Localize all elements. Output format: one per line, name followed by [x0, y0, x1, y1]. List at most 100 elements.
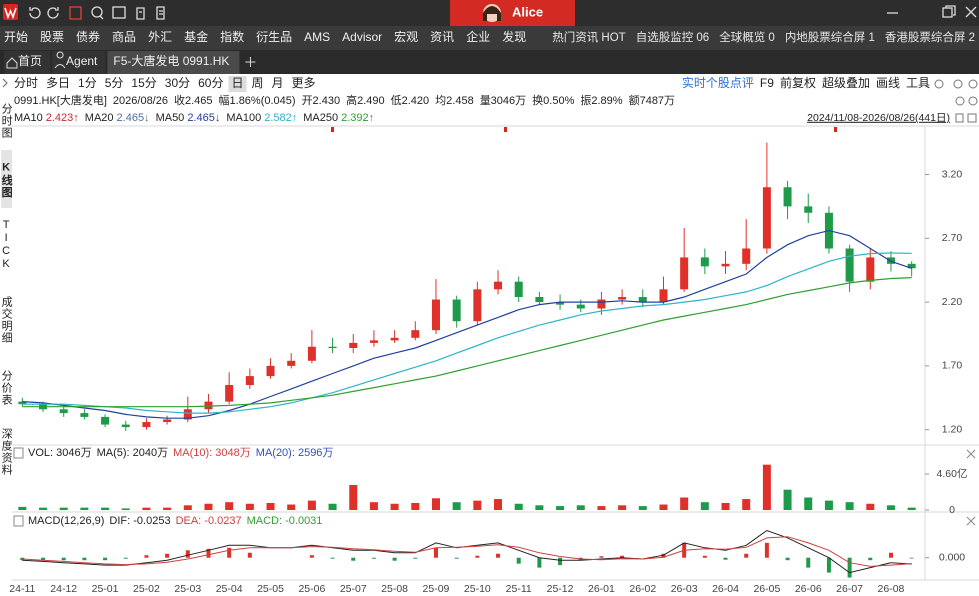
menu-item[interactable]: 宏观: [394, 29, 418, 44]
expand-arrow[interactable]: [2, 78, 8, 88]
menu-item[interactable]: 商品: [112, 29, 136, 44]
menu-right-item[interactable]: 热门资讯 HOT: [552, 30, 625, 44]
menu-item[interactable]: 基金: [184, 29, 208, 44]
period-button[interactable]: 月: [272, 76, 284, 90]
sidebar-tab[interactable]: 分时图: [0, 103, 13, 139]
period-button[interactable]: 日: [231, 76, 243, 90]
menu-right-item[interactable]: 香港股票综合屏 2: [885, 30, 975, 44]
macd-bar: [82, 557, 87, 561]
tool-button[interactable]: F9: [760, 76, 774, 90]
x-tick-label: 24-12: [50, 583, 77, 595]
menu-item[interactable]: 开始: [4, 30, 28, 44]
x-tick-label: 25-02: [133, 583, 160, 595]
candle-body: [576, 304, 585, 309]
menu-item[interactable]: 发现: [502, 29, 526, 44]
x-tick-label: 25-12: [547, 583, 574, 595]
tool-button[interactable]: 画线: [876, 76, 900, 90]
macd-bar: [744, 553, 749, 558]
menu-item[interactable]: 外汇: [148, 30, 172, 44]
sidebar-tab[interactable]: K线图: [0, 162, 13, 199]
volume-bar: [556, 506, 565, 510]
macd-bar: [392, 557, 397, 561]
user-name: Alice: [512, 4, 543, 19]
menu-item[interactable]: 指数: [220, 29, 244, 44]
period-button[interactable]: 分时: [14, 76, 38, 90]
sidebar-tab[interactable]: 分价表: [0, 370, 13, 406]
menu-item[interactable]: 股票: [40, 30, 64, 44]
menu-item[interactable]: 衍生品: [256, 30, 292, 44]
macd-bar: [764, 542, 769, 558]
window-controls[interactable]: [887, 5, 977, 18]
volume-bar: [514, 503, 523, 510]
menu-bar: [0, 26, 979, 50]
macd-bar: [165, 553, 170, 558]
period-button[interactable]: 15分: [131, 76, 156, 90]
quote-field: 0991.HK[大唐发电]: [14, 93, 107, 107]
period-button[interactable]: 更多: [292, 76, 316, 90]
menu-item[interactable]: AMS: [304, 30, 330, 44]
period-button[interactable]: 1分: [78, 76, 97, 90]
macd-bar: [785, 557, 790, 561]
period-button[interactable]: 5分: [105, 76, 124, 90]
tool-button[interactable]: 实时个股点评: [682, 75, 754, 90]
period-button[interactable]: 周: [252, 76, 264, 90]
tab[interactable]: F5-大唐发电 0991.HK: [113, 53, 229, 68]
x-tick-label: 25-09: [423, 583, 450, 595]
vol-legend: VOL: 3046万: [28, 447, 92, 459]
candle-body: [452, 299, 461, 322]
date-range: 2024/11/08-2026/08/26(441日): [807, 112, 950, 124]
x-tick-label: 25-06: [298, 583, 325, 595]
quote-field: 换0.50%: [532, 93, 574, 107]
tab[interactable]: 首页: [18, 54, 42, 68]
candle-body: [638, 296, 647, 303]
tab-bg[interactable]: [52, 51, 106, 74]
volume-bar: [266, 502, 275, 510]
menu-item[interactable]: 资讯: [430, 30, 454, 44]
period-button[interactable]: 30分: [165, 76, 190, 90]
tool-button[interactable]: 前复权: [780, 75, 816, 90]
sidebar-tab[interactable]: TICK: [0, 219, 12, 271]
candle-body: [721, 263, 730, 267]
ma-value: 2.465↓: [187, 112, 220, 124]
panel-help-icons[interactable]: [13, 447, 976, 527]
candle-body: [907, 263, 916, 269]
candle-body: [59, 409, 68, 414]
vol-legend: MA(5): 2040万: [97, 447, 169, 459]
x-tick-label: 24-11: [9, 583, 35, 595]
volume-bar: [183, 505, 192, 510]
menu-right-item[interactable]: 全球概览 0: [719, 30, 775, 44]
macd-bar: [620, 555, 625, 558]
candle-body: [762, 187, 771, 249]
user-tab[interactable]: [450, 0, 575, 26]
tool-button[interactable]: 工具: [906, 76, 930, 90]
tab-bg[interactable]: [107, 51, 240, 74]
quick-icons[interactable]: [29, 6, 165, 20]
macd-bar: [661, 553, 666, 558]
toolbar-icons[interactable]: [934, 79, 978, 123]
tool-button[interactable]: 超级叠加: [822, 75, 870, 90]
tab[interactable]: Agent: [66, 54, 98, 68]
x-tick-label: 25-11: [506, 583, 532, 595]
menu-right-item[interactable]: 自选股监控 06: [636, 30, 710, 44]
x-tick-label: 25-10: [464, 583, 491, 595]
menu-item[interactable]: 企业: [466, 29, 490, 44]
sidebar-tab[interactable]: 成交明细: [0, 296, 13, 344]
macd-bar: [330, 557, 335, 559]
macd-bar: [123, 557, 128, 559]
x-tick-label: 25-07: [340, 583, 367, 595]
period-button[interactable]: 多日: [46, 76, 70, 90]
new-tab[interactable]: [245, 57, 256, 67]
volume-bar: [659, 504, 668, 510]
event-flags: [331, 127, 837, 132]
macd-bar: [723, 557, 728, 560]
candle-body: [494, 281, 503, 290]
menu-right-item[interactable]: 内地股票综合屏 1: [785, 30, 875, 44]
vol-legend: MA(20): 2596万: [256, 447, 334, 459]
macd-bar: [247, 552, 252, 558]
volume-bar: [845, 502, 854, 510]
menu-item[interactable]: 债券: [76, 29, 100, 44]
menu-item[interactable]: Advisor: [342, 30, 382, 44]
sidebar-tab[interactable]: 深度资料: [0, 428, 13, 476]
period-button[interactable]: 60分: [198, 76, 223, 90]
